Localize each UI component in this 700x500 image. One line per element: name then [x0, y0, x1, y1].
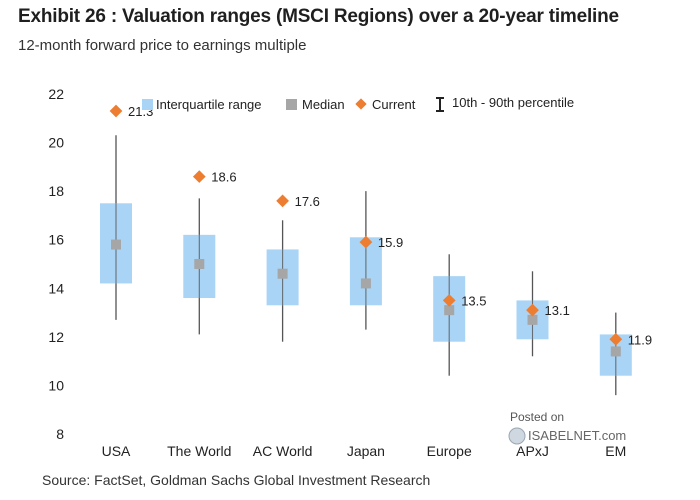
current-marker-5	[442, 294, 456, 307]
current-label-2: 18.6	[211, 170, 236, 185]
legend-iqr-label: Interquartile range	[156, 97, 262, 112]
legend-current-label: Current	[372, 97, 416, 112]
x-axis: USA The World AC World Japan Europe APxJ EM	[102, 443, 627, 459]
legend-current-swatch	[355, 98, 367, 110]
y-tick-label: 8	[56, 426, 64, 442]
x-tick-label: EM	[605, 443, 626, 459]
x-tick-label: USA	[102, 443, 131, 459]
globe-icon	[508, 427, 526, 445]
median-marker-2	[194, 259, 205, 269]
legend-iqr-swatch	[142, 99, 153, 110]
x-tick-label: AC World	[253, 443, 313, 459]
x-tick-label: Europe	[427, 443, 472, 459]
median-marker-1	[111, 239, 121, 250]
current-marker-2	[192, 170, 206, 183]
current-label-5: 13.5	[461, 293, 486, 308]
x-tick-label: The World	[167, 443, 231, 459]
plot-area: 21.318.617.615.913.513.111.9	[100, 104, 652, 396]
current-label-4: 15.9	[378, 235, 403, 250]
x-tick-label: Japan	[347, 443, 385, 459]
current-marker-4	[359, 235, 373, 249]
median-marker-7	[610, 346, 621, 357]
legend-median-label: Median	[302, 97, 345, 112]
legend-range-label: 10th - 90th percentile	[452, 95, 574, 110]
legend: Interquartile range Median Current 10th …	[142, 95, 574, 112]
y-tick-label: 22	[48, 86, 64, 102]
y-tick-label: 12	[48, 329, 64, 345]
median-marker-6	[527, 314, 538, 325]
chart-subtitle: 12-month forward price to earnings multi…	[18, 37, 307, 54]
source-note: Source: FactSet, Goldman Sachs Global In…	[42, 472, 431, 488]
median-marker-4	[360, 278, 371, 289]
chart-title: Exhibit 26 : Valuation ranges (MSCI Regi…	[18, 6, 619, 27]
legend-median-swatch	[286, 99, 297, 110]
median-marker-5	[444, 305, 455, 316]
isabelnet-watermark: Posted on ISABELNET.com	[508, 410, 626, 445]
current-marker-1	[109, 104, 123, 118]
current-label-3: 17.6	[295, 194, 320, 209]
y-tick-label: 14	[48, 280, 64, 296]
legend-range-icon	[436, 97, 444, 112]
y-tick-label: 20	[48, 135, 64, 151]
y-tick-label: 16	[48, 232, 64, 248]
current-label-6: 13.1	[545, 303, 570, 318]
median-marker-3	[277, 268, 288, 279]
y-tick-label: 10	[48, 377, 64, 393]
y-axis: 8 10 12 14 16 18 20 22	[48, 86, 64, 442]
current-marker-3	[276, 194, 289, 208]
watermark-site: ISABELNET.com	[528, 428, 626, 443]
watermark-posted-on: Posted on	[510, 410, 564, 424]
y-tick-label: 18	[48, 183, 64, 199]
current-label-7: 11.9	[628, 332, 652, 347]
x-tick-label: APxJ	[516, 443, 549, 459]
